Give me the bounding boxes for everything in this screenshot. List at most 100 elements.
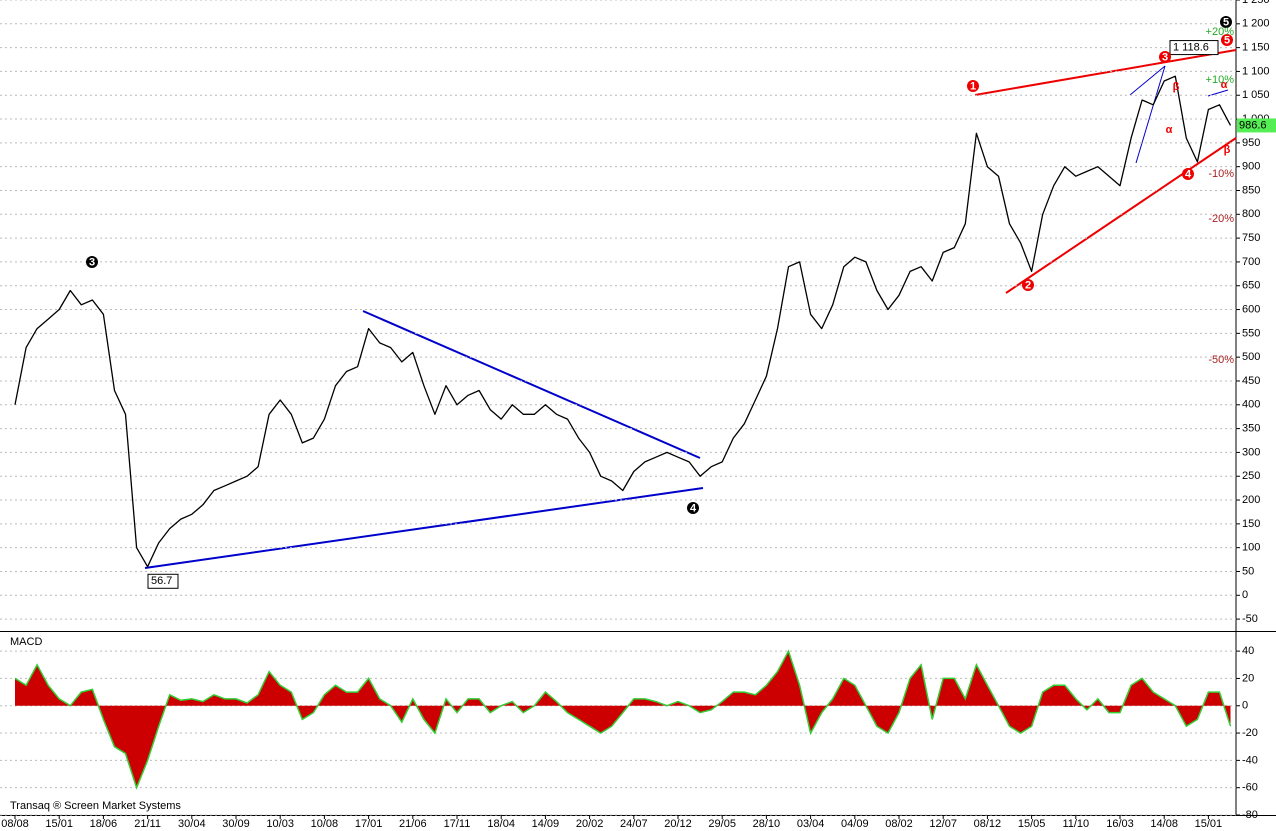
price-line (14, 75, 1232, 568)
x-tick-label: 03/04 (797, 818, 825, 830)
x-tick-label: 15/01 (45, 818, 73, 830)
y-tick-label: 800 (1242, 208, 1260, 220)
y-tick-label: 0 (1242, 589, 1248, 601)
x-tick-label: 15/05 (1018, 818, 1046, 830)
wave-marker (1220, 16, 1232, 28)
x-tick-label: 08/02 (885, 818, 913, 830)
y-tick-label: 250 (1242, 470, 1260, 482)
y-tick-label: 450 (1242, 375, 1260, 387)
x-tick-label: 17/01 (355, 818, 383, 830)
wave-label: 5 (1224, 34, 1230, 46)
y-tick-label: 950 (1242, 137, 1260, 149)
y-tick-label: 350 (1242, 423, 1260, 435)
x-tick-label: 24/07 (620, 818, 648, 830)
wave-label: 3 (1162, 51, 1168, 63)
last-value-label: 986.6 (1239, 119, 1267, 131)
x-tick-label: 15/01 (1195, 818, 1223, 830)
percent-label: +20% (1206, 26, 1235, 38)
wave-sub-label: β (1173, 81, 1180, 93)
extreme-label: 1 118.6 (1173, 41, 1209, 53)
y-tick-label: 900 (1242, 161, 1260, 173)
lower-channel-line (1005, 137, 1237, 294)
wave-label: 4 (1185, 168, 1192, 180)
macd-title: MACD (10, 636, 42, 648)
wave-marker (1182, 168, 1194, 180)
wave-label: 1 (970, 80, 976, 92)
x-tick-label: 17/11 (444, 818, 471, 830)
extreme-box (1169, 40, 1219, 56)
percent-label: -50% (1208, 354, 1234, 366)
wave-label: 2 (1025, 279, 1031, 291)
x-tick-label: 28/10 (753, 818, 781, 830)
extreme-box (147, 573, 179, 589)
x-tick-label: 08/08 (1, 818, 29, 830)
percent-label: +10% (1206, 74, 1235, 86)
x-tick-label: 08/12 (974, 818, 1002, 830)
support-line (144, 487, 704, 569)
x-tick-label: 21/06 (399, 818, 427, 830)
x-tick-label: 16/03 (1106, 818, 1134, 830)
wave-label: 5 (1223, 16, 1229, 28)
y-tick-label: 850 (1242, 184, 1260, 196)
x-tick-label: 30/09 (222, 818, 250, 830)
source: Transaq ® Screen Market Systems (10, 800, 181, 812)
x-tick-label: 30/04 (178, 818, 206, 830)
wave-marker (1159, 51, 1171, 63)
x-tick-label: 04/09 (841, 818, 869, 830)
y-tick-label: -80 (1242, 809, 1258, 821)
x-tick-label: 12/07 (929, 818, 957, 830)
y-tick-label: 300 (1242, 446, 1260, 458)
y-tick-label: 1 250 (1242, 0, 1270, 6)
resistance-line (362, 310, 701, 459)
y-tick-label: 1 150 (1242, 42, 1270, 54)
x-tick-label: 29/05 (708, 818, 736, 830)
y-tick-label: 750 (1242, 232, 1260, 244)
minor-line (1129, 65, 1166, 96)
percent-label: -20% (1208, 213, 1234, 225)
wave-sub-label: α (1221, 79, 1228, 91)
y-tick-label: 40 (1242, 645, 1254, 657)
y-tick-label: 200 (1242, 494, 1260, 506)
y-tick-label: 1 100 (1242, 65, 1270, 77)
x-tick-label: 18/04 (487, 818, 515, 830)
y-tick-label: -60 (1242, 782, 1258, 794)
y-tick-label: 0 (1242, 700, 1248, 712)
y-tick-label: -50 (1242, 613, 1258, 625)
y-tick-label: 650 (1242, 280, 1260, 292)
wave-marker (967, 80, 979, 92)
wave-marker (1221, 34, 1233, 46)
y-tick-label: 50 (1242, 565, 1254, 577)
y-tick-label: 1 050 (1242, 89, 1270, 101)
wave-label: 3 (89, 256, 95, 268)
wave-sub-label: α (1166, 124, 1173, 136)
y-tick-label: 20 (1242, 672, 1254, 684)
wave-sub-label: β (1224, 144, 1231, 156)
wave-marker (86, 256, 98, 268)
y-tick-label: 550 (1242, 327, 1260, 339)
last-value-box (1237, 118, 1276, 133)
y-tick-label: 150 (1242, 518, 1260, 530)
x-tick-label: 11/10 (1062, 818, 1089, 830)
wave-label: 4 (690, 502, 697, 514)
macd-edge (14, 649, 1232, 790)
y-tick-label: 700 (1242, 256, 1260, 268)
y-tick-label: -40 (1242, 754, 1258, 766)
x-tick-label: 10/03 (266, 818, 294, 830)
y-tick-label: 600 (1242, 303, 1260, 315)
y-tick-label: 500 (1242, 351, 1260, 363)
y-tick-label: 400 (1242, 399, 1260, 411)
x-tick-label: 14/08 (1150, 818, 1178, 830)
wave-marker (1022, 279, 1034, 291)
trend-lines (144, 49, 1237, 569)
extreme-label: 56.7 (151, 575, 172, 587)
percent-label: -10% (1208, 168, 1234, 180)
minor-line (1135, 65, 1166, 164)
y-tick-label: -20 (1242, 727, 1258, 739)
x-tick-label: 14/09 (532, 818, 560, 830)
x-tick-label: 20/02 (576, 818, 604, 830)
x-tick-label: 10/08 (311, 818, 339, 830)
x-tick-label: 21/11 (134, 818, 161, 830)
x-tick-label: 20/12 (664, 818, 692, 830)
y-tick-label: 100 (1242, 542, 1260, 554)
